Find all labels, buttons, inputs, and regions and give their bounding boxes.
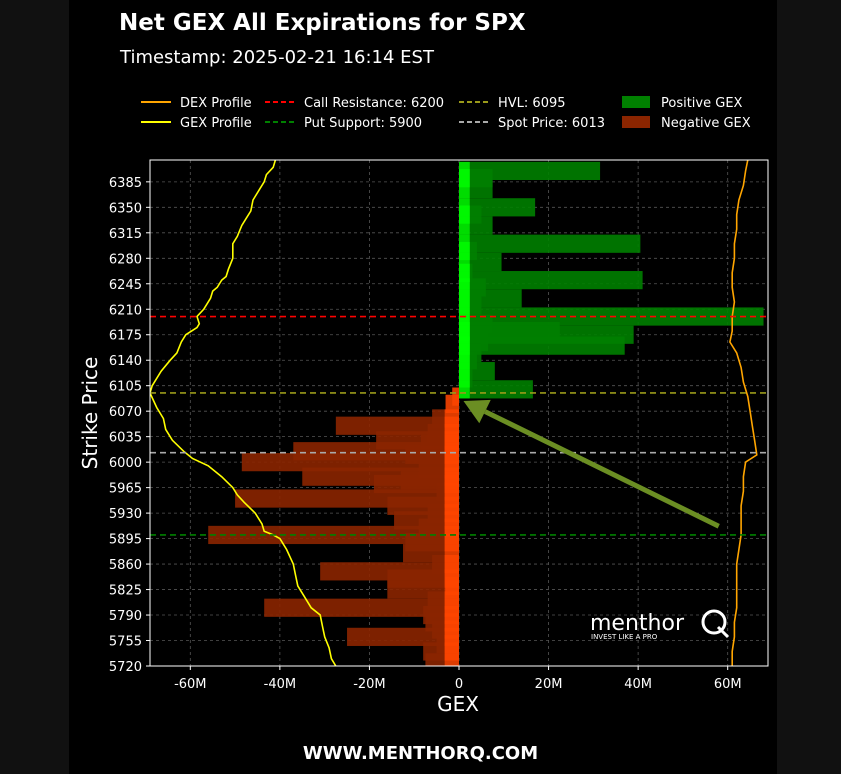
y-tick-label: 5720 xyxy=(109,660,142,675)
legend: DEX Profile GEX Profile Call Resistance: 6… xyxy=(141,96,751,131)
x-tick-label: 40M xyxy=(624,677,652,692)
y-tick-label: 6210 xyxy=(109,303,142,318)
y-tick-label: 6280 xyxy=(109,252,142,267)
positive-gex-core xyxy=(459,180,470,199)
annotation-arrow xyxy=(463,399,720,529)
positive-gex-core xyxy=(459,351,470,370)
legend-label: HVL: 6095 xyxy=(498,96,566,111)
legend-label: Negative GEX xyxy=(661,116,751,131)
chart-timestamp: Timestamp: 2025-02-21 16:14 EST xyxy=(120,47,434,68)
legend-label: GEX Profile xyxy=(180,116,252,131)
watermark-q-icon xyxy=(701,609,727,635)
positive-gex-bar xyxy=(459,271,643,290)
level-lines xyxy=(150,315,768,536)
y-tick-label: 5825 xyxy=(109,584,142,599)
y-tick-label: 6035 xyxy=(109,431,142,446)
positive-gex-bar xyxy=(459,336,625,355)
positive-gex-bar xyxy=(459,234,641,253)
x-tick-label: -20M xyxy=(353,677,385,692)
positive-gex-core xyxy=(459,296,470,315)
footer-url: WWW.MENTHORQ.COM xyxy=(302,743,539,764)
watermark-q-tail-icon xyxy=(716,625,730,639)
arrow-head xyxy=(463,399,491,424)
chart-title: Net GEX All Expirations for SPX xyxy=(119,10,526,36)
y-tick-label: 6070 xyxy=(109,405,142,420)
right-margin xyxy=(777,0,841,774)
negative-gex-bar xyxy=(264,598,459,617)
y-tick-label: 5930 xyxy=(109,507,142,522)
y-tick-label: 5860 xyxy=(109,558,142,573)
y-tick-label: 6175 xyxy=(109,329,142,344)
legend-patch-swatch xyxy=(622,116,650,128)
positive-gex-core xyxy=(459,169,470,188)
legend-label: Positive GEX xyxy=(661,96,743,111)
watermark-tagline: INVEST LIKE A PRO xyxy=(591,633,658,641)
legend-label: Spot Price: 6013 xyxy=(498,116,605,131)
positive-gex-core xyxy=(459,278,470,297)
positive-gex-core xyxy=(459,252,470,272)
y-tick-label: 5965 xyxy=(109,482,142,497)
legend-label: Put Support: 5900 xyxy=(304,116,422,131)
gex-profile-line xyxy=(150,160,337,666)
negative-gex-bar xyxy=(241,453,459,472)
axes: -60M -40M -20M 0 20M 40M 60M 5720 5755 5790 5825 58… xyxy=(109,176,742,692)
y-tick-label: 6000 xyxy=(109,456,142,471)
y-tick-label: 6315 xyxy=(109,227,142,242)
menthor-watermark: menthor INVEST LIKE A PRO xyxy=(590,609,730,641)
legend-label: Call Resistance: 6200 xyxy=(304,96,444,111)
x-tick-label: -60M xyxy=(174,677,206,692)
y-tick-label: 6105 xyxy=(109,380,142,395)
arrow-shaft xyxy=(483,409,720,529)
dex-profile-line xyxy=(729,160,758,666)
x-tick-label: 0 xyxy=(455,677,463,692)
x-tick-label: 60M xyxy=(714,677,742,692)
left-margin xyxy=(0,0,69,774)
positive-gex-core xyxy=(459,380,470,399)
x-axis-label: GEX xyxy=(437,692,479,716)
positive-gex-core xyxy=(459,369,470,388)
y-tick-label: 5755 xyxy=(109,635,142,650)
positive-gex-core xyxy=(459,241,470,261)
legend-patch-swatch xyxy=(622,96,650,108)
positive-gex-core xyxy=(459,216,470,235)
legend-label: DEX Profile xyxy=(180,96,252,111)
positive-gex-bar xyxy=(459,380,533,399)
x-tick-label: 20M xyxy=(535,677,563,692)
positive-gex-bar xyxy=(459,161,601,181)
negative-gex-bar xyxy=(347,627,459,646)
x-tick-label: -40M xyxy=(264,677,296,692)
y-tick-label: 5790 xyxy=(109,609,142,624)
positive-gex-core xyxy=(459,205,470,224)
negative-gex-core xyxy=(445,394,459,413)
y-tick-label: 6350 xyxy=(109,201,142,216)
y-tick-label: 6385 xyxy=(109,176,142,191)
watermark-brand: menthor xyxy=(590,611,685,636)
y-axis-label: Strike Price xyxy=(78,357,102,470)
y-tick-label: 5895 xyxy=(109,533,142,548)
bars xyxy=(208,161,764,666)
y-tick-label: 6245 xyxy=(109,278,142,293)
profiles xyxy=(150,160,758,666)
y-tick-label: 6140 xyxy=(109,354,142,369)
negative-gex-core xyxy=(444,653,459,666)
